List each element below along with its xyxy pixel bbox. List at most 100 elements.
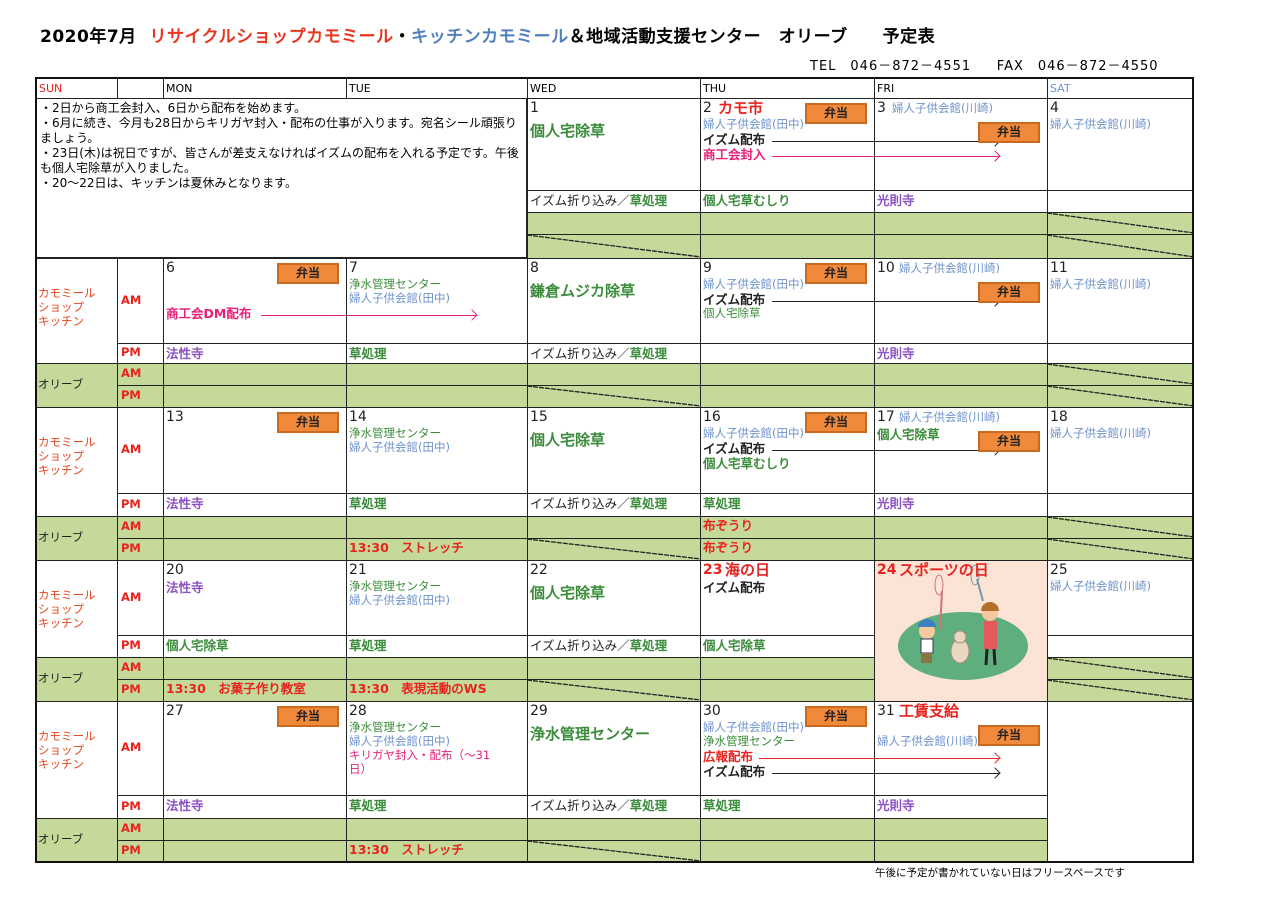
am-event: 日） xyxy=(349,762,372,776)
am-event: 婦人子供会館(田中) xyxy=(349,734,450,748)
closed-slash xyxy=(1047,212,1194,234)
day-number: 28 xyxy=(349,703,367,719)
group-label-olive: オリーブ xyxy=(36,516,118,561)
day-cell-20-olive-am xyxy=(163,657,347,680)
group-label-kamomile: カモミール ショップ キッチン xyxy=(36,407,118,517)
slot-label-pm: PM xyxy=(117,493,164,517)
day-cell-23-olive-pm xyxy=(700,679,875,702)
am-event: 個人宅除草 xyxy=(530,431,606,449)
slot-label-pm: PM xyxy=(117,679,164,702)
pm-event: 法性寺 xyxy=(166,798,204,813)
header-blank xyxy=(117,78,164,99)
pm-event-text: 法性寺 xyxy=(166,496,204,511)
day-number: 17 xyxy=(877,409,895,425)
day-title: 工賃支給 xyxy=(899,702,960,720)
contact-info: TEL 046－872－4551 FAX 046－872－4550 xyxy=(810,55,1159,74)
olive-am-event: 布ぞうり xyxy=(703,518,754,533)
day-cell-10-olive-pm xyxy=(874,385,1048,408)
day-number: 23 xyxy=(703,562,723,578)
pm-event-text: 草処理 xyxy=(349,496,387,511)
pm-event-text: 草処理 xyxy=(629,193,668,208)
slot-label-pm: PM xyxy=(117,840,164,863)
arrow-line xyxy=(772,155,999,157)
day-number: 1 xyxy=(530,100,539,116)
pm-event-text: 個人宅草むしり xyxy=(703,193,791,208)
pm-event: 草処理 xyxy=(349,638,387,653)
day-cell-20-am xyxy=(163,560,347,636)
day-cell-21-olive-am xyxy=(346,657,528,680)
day-number: 9 xyxy=(703,260,712,276)
pm-event-text: 草処理 xyxy=(349,346,387,361)
closed-slash xyxy=(527,840,701,862)
day-cell-10-olive-am xyxy=(874,363,1048,386)
day-title: 婦人子供会館(川崎) xyxy=(899,261,1000,275)
am-event: 個人宅除草 xyxy=(703,306,761,320)
slot-label-am: AM xyxy=(117,363,164,386)
day-cell-27-olive-am xyxy=(163,818,347,841)
day-cell-4-am xyxy=(1047,98,1194,191)
pm-event: 草処理 xyxy=(703,798,741,813)
closed-slash xyxy=(1047,516,1194,538)
am-event: 婦人子供会館(川崎) xyxy=(877,734,978,748)
day-number: 7 xyxy=(349,260,358,276)
slot-label-text: AM xyxy=(121,821,142,835)
day-cell-30-olive-am xyxy=(700,818,875,841)
pm-event: 光則寺 xyxy=(877,193,915,208)
pm-event-text: 草処理 xyxy=(629,496,668,511)
pm-event: 光則寺 xyxy=(877,798,915,813)
slot-label-am: AM xyxy=(117,516,164,539)
pm-event: 光則寺 xyxy=(877,346,915,361)
fax-number: FAX 046－872－4550 xyxy=(996,59,1159,74)
day-cell-30-olive-pm xyxy=(700,840,875,863)
slot-label-text: PM xyxy=(121,843,141,857)
day-cell-2-olive-am xyxy=(700,212,875,235)
header-fri: FRI xyxy=(874,78,1048,99)
pm-event-text: 草処理 xyxy=(629,346,668,361)
am-event: キリガヤ封入・配布（～31 xyxy=(349,748,491,762)
am-event: 浄水管理センター xyxy=(349,277,441,291)
pm-event: 個人宅除草 xyxy=(703,638,766,653)
day-cell-3-olive-am xyxy=(874,212,1048,235)
am-event: 婦人子供会館(川崎) xyxy=(1050,426,1151,440)
pm-event-text: イズム折り込み／ xyxy=(530,638,630,653)
slot-label-text: PM xyxy=(121,496,141,511)
title-kitchen: キッチンカモミール xyxy=(411,27,569,47)
arrow-line xyxy=(772,449,999,451)
pm-event-text: 法性寺 xyxy=(166,798,204,813)
bento-badge: 弁当 xyxy=(978,431,1040,452)
slot-label-text: AM xyxy=(121,660,142,674)
header-thu: THU xyxy=(700,78,875,99)
group-label-kamomile: カモミール ショップ キッチン xyxy=(36,701,118,819)
am-event: 個人宅除草 xyxy=(877,427,940,442)
pm-event-text: 草処理 xyxy=(629,638,668,653)
header-sun: SUN xyxy=(36,78,118,99)
day-cell-2-olive-pm xyxy=(700,234,875,259)
day-cell-15-olive-am xyxy=(527,516,701,539)
am-event: 婦人子供会館(田中) xyxy=(349,291,450,305)
am-event: 浄水管理センター xyxy=(349,426,441,440)
pm-event-text: イズム折り込み／ xyxy=(530,346,630,361)
day-number: 14 xyxy=(349,409,367,425)
day-cell-29-am xyxy=(527,701,701,796)
slot-label-pm: PM xyxy=(117,343,164,364)
slot-label-text: PM xyxy=(121,345,141,359)
title-rest: ＆地域活動支援センター オリーブ 予定表 xyxy=(568,27,936,47)
slot-label-pm: PM xyxy=(117,538,164,561)
day-cell-18-am xyxy=(1047,407,1194,494)
pm-event-text: イズム折り込み／ xyxy=(530,798,630,813)
day-cell-17-olive-pm xyxy=(874,538,1048,561)
bento-badge: 弁当 xyxy=(805,412,867,433)
slot-label-pm: PM xyxy=(117,385,164,408)
day-cell-23-olive-am xyxy=(700,657,875,680)
pm-event-text: 個人宅除草 xyxy=(703,638,766,653)
page-title: 2020年7月 リサイクルショップカモミール・キッチンカモミール＆地域活動支援セ… xyxy=(40,22,935,47)
bento-badge: 弁当 xyxy=(277,706,339,727)
pm-event: イズム折り込み／草処理 xyxy=(530,798,667,813)
day-cell-13-olive-am xyxy=(163,516,347,539)
notes-box: ・2日から商工会封入、6日から配布を始めます。 ・6月に続き、今月も28日からキ… xyxy=(36,98,527,258)
day-number: 10 xyxy=(877,260,895,276)
am-event: 婦人子供会館(川崎) xyxy=(1050,117,1151,131)
slot-label-text: AM xyxy=(121,366,142,380)
day-cell-9-olive-pm xyxy=(700,385,875,408)
group-label-text: カモミール ショップ キッチン xyxy=(38,729,96,771)
